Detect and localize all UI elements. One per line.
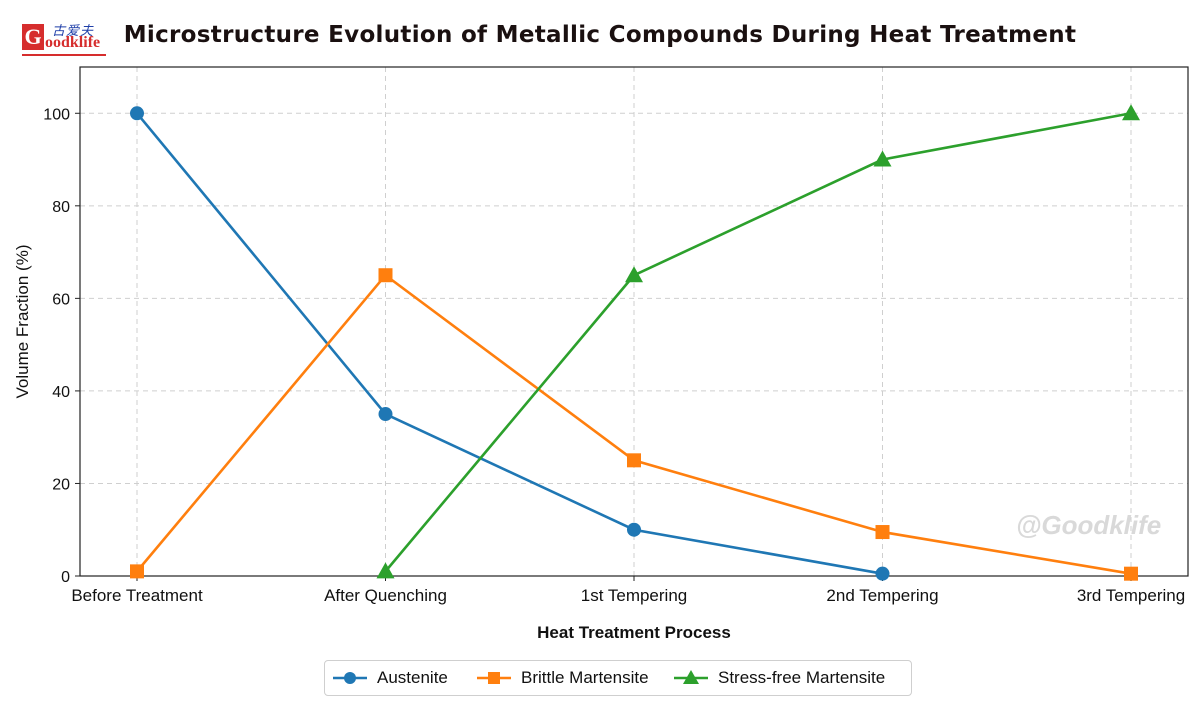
legend-item: Austenite [331, 661, 448, 695]
x-tick-label: 1st Tempering [581, 586, 687, 605]
y-axis-label: Volume Fraction (%) [13, 245, 32, 399]
data-point-brittle-martensite [1124, 566, 1138, 581]
legend-swatch [477, 672, 511, 684]
series-line-stress-free-martensite [384, 111, 1132, 573]
logo-english-text: oodklife [45, 34, 101, 51]
x-tick-label: After Quenching [324, 586, 447, 605]
chart-title: Microstructure Evolution of Metallic Com… [123, 22, 1077, 48]
x-axis-label: Heat Treatment Process [537, 623, 731, 642]
legend-label: Brittle Martensite [521, 668, 649, 687]
legend-item: Stress-free Martensite [672, 661, 885, 695]
data-point-brittle-martensite [875, 525, 890, 540]
y-tick-label: 0 [61, 569, 70, 586]
y-tick-label: 20 [52, 476, 70, 493]
y-tick-label: 40 [52, 384, 70, 401]
data-point-brittle-martensite [378, 268, 393, 283]
data-point-austenite [130, 106, 144, 121]
legend-label: Stress-free Martensite [718, 668, 886, 687]
logo-chinese-text: 古爱夫 [52, 24, 95, 39]
logo-mark: G [22, 24, 44, 50]
y-tick-label: 60 [52, 291, 70, 308]
data-point-brittle-martensite [627, 453, 641, 468]
data-point-austenite [627, 522, 641, 537]
data-point-stress-free-martensite [1122, 104, 1140, 121]
watermark: @Goodklife [1016, 510, 1162, 540]
legend-item: Brittle Martensite [475, 661, 649, 695]
legend-swatch [674, 670, 708, 684]
data-point-stress-free-martensite [873, 150, 892, 167]
legend-label: Austenite [377, 668, 448, 687]
y-tick-label: 100 [43, 106, 70, 123]
data-point-stress-free-martensite [376, 562, 395, 579]
data-point-austenite [378, 407, 393, 422]
data-point-brittle-martensite [130, 564, 144, 579]
y-tick-label: 80 [52, 199, 70, 216]
chart-legend: Austenite Brittle Martensite Stress-free M… [324, 660, 912, 696]
logo-underline [22, 54, 106, 56]
x-tick-label: 2nd Tempering [826, 586, 938, 605]
series-line-austenite [135, 112, 883, 575]
x-tick-label: 3rd Tempering [1077, 586, 1185, 605]
data-point-stress-free-martensite [625, 266, 643, 283]
brand-logo: G 古爱夫 oodklife [22, 18, 112, 58]
data-point-austenite [875, 566, 890, 581]
legend-swatch [333, 672, 367, 684]
x-tick-label: Before Treatment [71, 586, 203, 605]
